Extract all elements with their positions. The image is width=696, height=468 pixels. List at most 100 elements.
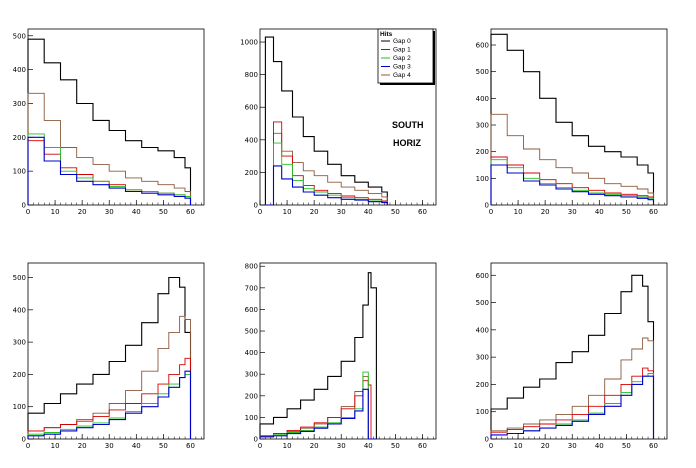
x-tick-label: 30 (105, 208, 114, 216)
series-gap-2-steps (27, 133, 191, 205)
x-tick-label: 10 (514, 442, 523, 450)
plot-frame (27, 28, 205, 206)
x-tick-label: 40 (364, 208, 373, 216)
x-tick-label: 0 (258, 208, 262, 216)
y-tick-label: 100 (476, 175, 489, 183)
legend-label-2: Gap 1 (393, 47, 411, 54)
series-gap-1-steps (27, 357, 191, 439)
y-tick-label: 1000 (240, 39, 258, 47)
series-gap-3-steps (490, 164, 655, 205)
y-tick-label: 200 (13, 134, 26, 142)
x-tick-label: 0 (26, 442, 30, 450)
series-gap-3-steps (265, 165, 388, 206)
legend-label-1: Gap 0 (393, 38, 411, 45)
x-tick-label: 50 (622, 208, 631, 216)
y-tick-label: 0 (254, 202, 258, 210)
y-tick-label: 400 (245, 349, 258, 357)
y-tick-label: 400 (476, 326, 489, 334)
x-tick-label: 50 (391, 208, 400, 216)
histogram-panel-1: 0 10 20 30 40 50 60 0 100 200 300 400 500 (13, 28, 205, 216)
x-tick-label: 40 (132, 442, 141, 450)
series-gap-0-steps (27, 276, 192, 439)
x-tick-label: 0 (258, 442, 262, 450)
x-tick-label: 20 (541, 208, 550, 216)
x-tick-label: 0 (489, 208, 493, 216)
series-gap-2-steps (490, 159, 654, 205)
y-tick-label: 500 (245, 328, 258, 336)
series-gap-1-steps (490, 156, 654, 205)
annotation-horiz: HORIZ (393, 138, 422, 148)
annotation-south: SOUTH (392, 120, 424, 130)
x-tick-label: 50 (159, 442, 168, 450)
y-tick-label: 200 (245, 392, 258, 400)
y-tick-label: 100 (476, 408, 489, 416)
series-gap-3-steps (27, 370, 192, 439)
x-tick-label: 60 (649, 442, 658, 450)
y-tick-label: 500 (13, 32, 26, 40)
plot-frame (490, 28, 668, 206)
x-tick-label: 10 (514, 208, 523, 216)
x-tick-label: 60 (186, 442, 195, 450)
series-gap-2-steps (265, 142, 388, 206)
legend-shadow-bottom (380, 83, 435, 85)
series-gap-0-steps (259, 272, 377, 439)
series-gap-4-steps (27, 92, 191, 205)
y-tick-label: 200 (476, 148, 489, 156)
y-tick-label: 0 (254, 436, 258, 444)
plot-frame (490, 262, 668, 440)
x-tick-label: 20 (541, 442, 550, 450)
y-tick-label: 600 (476, 42, 489, 50)
y-tick-label: 600 (245, 104, 258, 112)
x-tick-label: 40 (132, 208, 141, 216)
x-tick-label: 10 (51, 442, 60, 450)
x-tick-label: 30 (337, 208, 346, 216)
x-tick-label: 20 (310, 208, 319, 216)
plot-frame (27, 262, 205, 440)
y-tick-label: 300 (245, 371, 258, 379)
x-tick-label: 20 (78, 208, 87, 216)
y-tick-label: 0 (485, 436, 489, 444)
x-tick-label: 40 (595, 208, 604, 216)
plot-frame (259, 262, 437, 440)
x-tick-label: 60 (649, 208, 658, 216)
y-tick-label: 400 (13, 306, 26, 314)
x-tick-label: 60 (418, 442, 427, 450)
legend-label-4: Gap 3 (393, 64, 411, 71)
y-tick-label: 300 (476, 354, 489, 362)
x-tick-label: 50 (159, 208, 168, 216)
y-tick-label: 200 (13, 371, 26, 379)
legend-title: Hits (380, 31, 393, 38)
x-tick-label: 10 (283, 442, 292, 450)
x-tick-label: 10 (283, 208, 292, 216)
x-tick-label: 40 (595, 442, 604, 450)
series-gap-0-steps (27, 38, 192, 205)
y-tick-label: 100 (245, 414, 258, 422)
x-tick-label: 20 (78, 442, 87, 450)
x-tick-label: 60 (186, 208, 195, 216)
y-tick-label: 400 (245, 136, 258, 144)
y-tick-label: 200 (476, 381, 489, 389)
x-tick-label: 0 (489, 442, 493, 450)
x-tick-label: 30 (105, 442, 114, 450)
x-tick-label: 30 (568, 442, 577, 450)
y-tick-label: 500 (476, 68, 489, 76)
y-tick-label: 600 (476, 272, 489, 280)
legend-label-5: Gap 4 (393, 72, 411, 79)
series-gap-1-steps (490, 367, 654, 439)
y-tick-label: 100 (13, 403, 26, 411)
y-tick-label: 0 (485, 202, 489, 210)
y-tick-label: 300 (13, 100, 26, 108)
x-tick-label: 30 (568, 208, 577, 216)
y-tick-label: 800 (245, 71, 258, 79)
y-tick-label: 500 (13, 274, 26, 282)
y-tick-label: 400 (13, 66, 26, 74)
y-tick-label: 400 (476, 95, 489, 103)
x-tick-label: 30 (337, 442, 346, 450)
x-tick-label: 60 (418, 208, 427, 216)
y-tick-label: 100 (13, 168, 26, 176)
x-tick-label: 40 (364, 442, 373, 450)
